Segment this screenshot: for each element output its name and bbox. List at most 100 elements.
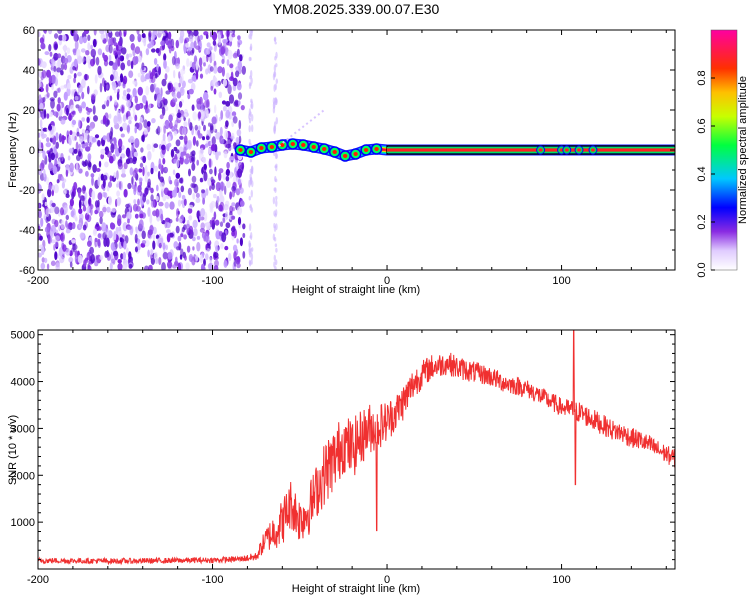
noise-blob — [227, 137, 232, 146]
noise-blob — [57, 158, 61, 167]
noise-blob — [187, 207, 193, 214]
noise-blob — [213, 252, 219, 259]
noise-blob — [136, 30, 140, 35]
noise-blob — [53, 90, 58, 99]
noise-blob — [49, 148, 53, 153]
noise-blob — [73, 73, 77, 79]
noise-blob — [137, 55, 142, 63]
noise-blob — [137, 122, 143, 131]
noise-blob — [204, 143, 209, 148]
noise-blob — [242, 251, 246, 259]
noise-blob — [152, 240, 156, 250]
noise-blob — [155, 257, 159, 265]
noise-streak — [273, 71, 277, 78]
noise-blob — [71, 239, 77, 244]
noise-blob — [231, 120, 235, 128]
signal-blob-core — [353, 152, 358, 156]
noise-blob — [238, 161, 243, 169]
noise-blob — [89, 246, 94, 255]
noise-blob — [231, 215, 236, 220]
noise-blob — [148, 264, 153, 270]
noise-blob — [164, 73, 168, 81]
noise-blob — [123, 188, 128, 198]
noise-blob — [103, 59, 109, 67]
noise-blob — [75, 48, 81, 58]
noise-blob — [221, 66, 225, 77]
colorbar-gradient — [711, 30, 737, 270]
y-tick-label: 1000 — [11, 517, 35, 529]
noise-blob — [232, 52, 238, 59]
noise-blob — [219, 30, 223, 36]
noise-blob — [232, 77, 238, 87]
noise-blob — [161, 106, 166, 116]
noise-blob — [46, 263, 50, 270]
noise-blob — [228, 252, 232, 262]
noise-blob — [146, 199, 150, 205]
noise-blob — [85, 55, 92, 64]
noise-blob — [223, 260, 228, 268]
noise-blob — [134, 246, 139, 253]
noise-blob — [233, 250, 237, 261]
noise-blob — [99, 82, 103, 93]
noise-blob — [41, 193, 45, 201]
noise-blob — [231, 230, 236, 237]
noise-blob — [172, 97, 178, 103]
noise-blob — [145, 100, 148, 109]
noise-blob — [118, 181, 122, 190]
noise-blob — [71, 119, 77, 125]
noise-blob — [210, 85, 214, 91]
noise-blob — [143, 38, 147, 47]
noise-blob — [225, 120, 229, 128]
noise-blob — [176, 159, 180, 168]
noise-blob — [73, 77, 76, 84]
noise-blob — [133, 199, 137, 205]
noise-blob — [167, 260, 173, 269]
noise-blob — [149, 214, 153, 224]
noise-blob — [51, 239, 57, 244]
noise-blob — [234, 99, 239, 106]
noise-blob — [123, 31, 127, 37]
noise-blob — [240, 105, 245, 111]
noise-blob — [163, 125, 166, 135]
noise-blob — [203, 62, 206, 67]
noise-blob — [202, 197, 206, 205]
y-tick-label: 0 — [29, 145, 35, 157]
noise-blob — [108, 113, 112, 119]
noise-blob — [183, 121, 188, 127]
noise-blob — [209, 256, 213, 264]
noise-blob — [215, 131, 221, 140]
noise-blob — [185, 262, 190, 270]
noise-blob — [205, 253, 209, 261]
noise-blob — [200, 147, 204, 155]
noise-blob — [39, 102, 44, 112]
noise-streak — [272, 233, 276, 241]
noise-blob — [165, 37, 169, 46]
noise-blob — [190, 182, 196, 189]
noise-blob — [175, 256, 178, 263]
noise-blob — [47, 151, 51, 159]
y-tick-label: -60 — [19, 265, 35, 277]
noise-blob — [191, 156, 195, 162]
noise-blob — [121, 105, 124, 114]
noise-blob — [237, 216, 242, 226]
noise-blob — [84, 199, 88, 207]
noise-blob — [102, 178, 106, 189]
noise-blob — [147, 207, 151, 217]
spectrogram-xlabel: Height of straight line (km) — [292, 284, 420, 296]
noise-blob — [200, 263, 205, 270]
noise-blob — [228, 94, 235, 104]
noise-blob — [75, 162, 79, 173]
noise-blob — [207, 64, 212, 74]
noise-streak — [274, 41, 277, 45]
noise-blob — [141, 33, 146, 39]
noise-blob — [62, 244, 67, 252]
noise-blob — [53, 184, 59, 194]
noise-blob — [41, 61, 47, 69]
noise-blob — [79, 213, 84, 221]
noise-blob — [149, 225, 154, 233]
noise-blob — [159, 45, 165, 51]
noise-blob — [98, 210, 104, 218]
noise-blob — [211, 217, 215, 224]
